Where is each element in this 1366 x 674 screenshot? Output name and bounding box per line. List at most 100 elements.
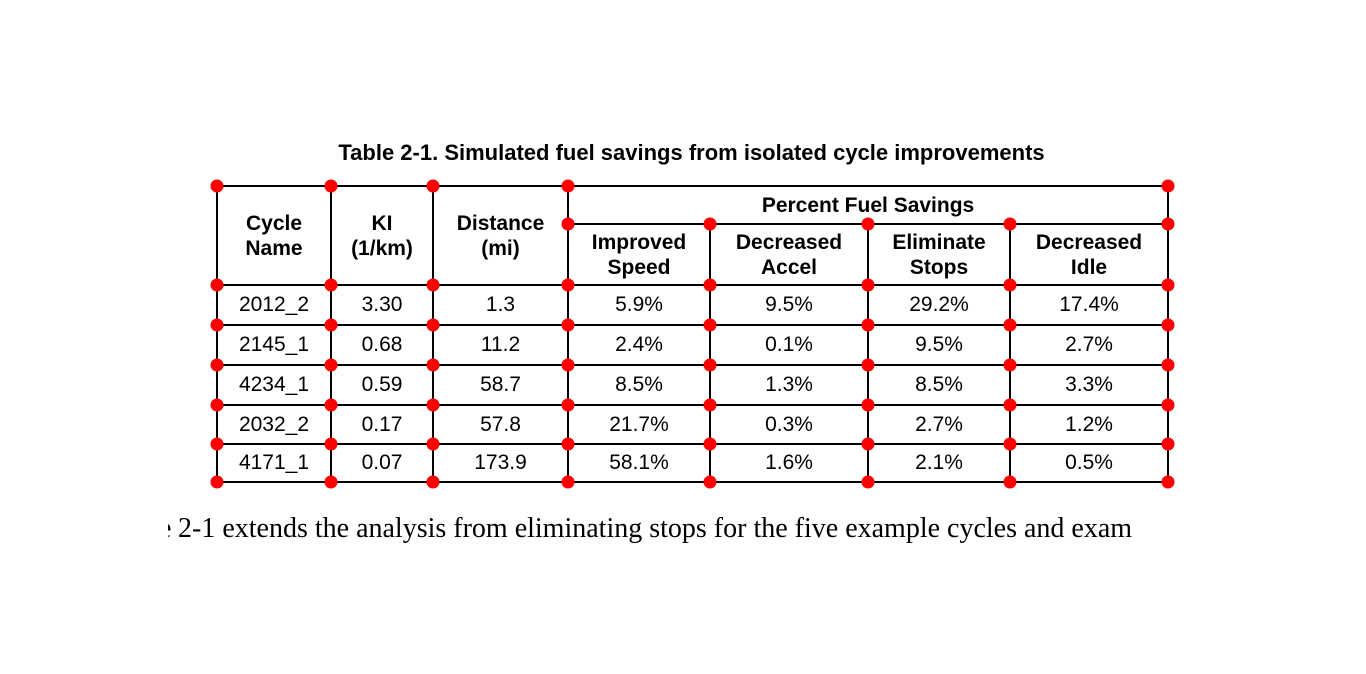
annotation-dot[interactable] [426,318,440,332]
cell-decreased-accel: 0.3% [709,404,869,445]
cell-decreased-idle: 1.2% [1008,404,1170,445]
sub-header-decreased-accel: Decreased Accel [709,223,869,286]
cell-decreased-idle: 0.5% [1008,443,1170,483]
cell-decreased-accel: 1.3% [709,364,869,406]
cell-cycle-name: 2032_2 [216,404,332,445]
annotation-dot[interactable] [561,217,575,231]
table-row: 2012_2 3.30 1.3 5.9% 9.5% 29.2% 17.4% [216,284,1170,326]
cell-decreased-accel: 1.6% [709,443,869,483]
annotation-dot[interactable] [1003,217,1017,231]
annotation-dot[interactable] [861,398,875,412]
table-row: 4171_1 0.07 173.9 58.1% 1.6% 2.1% 0.5% [216,443,1170,483]
caption-line-text: 2-1 extends the analysis from eliminatin… [178,513,1133,544]
annotation-dot[interactable] [861,318,875,332]
annotation-dot[interactable] [703,318,717,332]
cell-eliminate-stops: 2.7% [867,404,1011,445]
annotation-dot[interactable] [1161,475,1175,489]
fuel-savings-table: Cycle Name KI (1/km) Distance (mi) Perce… [216,185,1170,483]
col-header-ki: KI (1/km) [330,185,434,286]
annotation-dot[interactable] [561,179,575,193]
annotation-dot[interactable] [861,475,875,489]
annotation-dot[interactable] [1003,278,1017,292]
annotation-dot[interactable] [861,278,875,292]
cell-cycle-name: 2145_1 [216,324,332,366]
annotation-dot[interactable] [861,217,875,231]
cell-improved-speed: 8.5% [567,364,711,406]
annotation-dot[interactable] [324,278,338,292]
cell-improved-speed: 2.4% [567,324,711,366]
annotation-dot[interactable] [1161,217,1175,231]
annotation-dot[interactable] [703,278,717,292]
cell-decreased-idle: 17.4% [1008,284,1170,326]
annotation-dot[interactable] [1003,318,1017,332]
annotation-dot[interactable] [561,437,575,451]
annotation-dot[interactable] [324,318,338,332]
annotation-dot[interactable] [324,179,338,193]
annotation-dot[interactable] [210,318,224,332]
cell-ki: 0.59 [330,364,434,406]
header-row-sub: Improved Speed Decreased Accel Eliminate… [217,223,1170,286]
cell-decreased-accel: 0.1% [709,324,869,366]
annotation-dot[interactable] [1003,475,1017,489]
annotation-dot[interactable] [324,398,338,412]
annotation-dot[interactable] [1161,437,1175,451]
annotation-dot[interactable] [1003,358,1017,372]
annotation-dot[interactable] [561,398,575,412]
annotation-dot[interactable] [703,437,717,451]
annotation-dot[interactable] [426,358,440,372]
annotation-dot[interactable] [1161,358,1175,372]
col-header-cycle-name: Cycle Name [216,185,332,286]
annotation-dot[interactable] [426,278,440,292]
annotation-dot[interactable] [1161,398,1175,412]
annotation-dot[interactable] [426,398,440,412]
cell-distance: 173.9 [432,443,569,483]
annotation-dot[interactable] [210,358,224,372]
cell-eliminate-stops: 29.2% [867,284,1011,326]
sub-header-eliminate-stops: Eliminate Stops [867,223,1011,286]
cell-ki: 3.30 [330,284,434,326]
annotation-dot[interactable] [703,358,717,372]
cell-eliminate-stops: 2.1% [867,443,1011,483]
annotation-dot[interactable] [210,179,224,193]
annotation-dot[interactable] [324,437,338,451]
annotation-dot[interactable] [426,475,440,489]
cell-cycle-name: 4171_1 [216,443,332,483]
col-header-distance: Distance (mi) [432,185,569,286]
annotation-dot[interactable] [703,217,717,231]
table-title: Table 2-1. Simulated fuel savings from i… [338,140,1045,165]
annotation-dot[interactable] [210,398,224,412]
annotation-dot[interactable] [1161,278,1175,292]
annotation-dot[interactable] [210,278,224,292]
cell-decreased-idle: 3.3% [1008,364,1170,406]
annotation-dot[interactable] [703,398,717,412]
annotation-dot[interactable] [561,278,575,292]
cell-improved-speed: 58.1% [567,443,711,483]
cell-distance: 58.7 [432,364,569,406]
annotation-dot[interactable] [703,475,717,489]
annotation-dot[interactable] [561,318,575,332]
table-row: 4234_1 0.59 58.7 8.5% 1.3% 8.5% 3.3% [216,364,1170,406]
sub-header-decreased-idle: Decreased Idle [1008,223,1170,286]
cell-eliminate-stops: 8.5% [867,364,1011,406]
table-row: 2032_2 0.17 57.8 21.7% 0.3% 2.7% 1.2% [216,404,1170,445]
annotation-dot[interactable] [561,475,575,489]
annotation-dot[interactable] [1003,437,1017,451]
annotation-dot[interactable] [1161,179,1175,193]
cell-cycle-name: 2012_2 [216,284,332,326]
annotation-dot[interactable] [426,437,440,451]
annotation-dot[interactable] [861,358,875,372]
cell-improved-speed: 5.9% [567,284,711,326]
annotation-dot[interactable] [324,475,338,489]
annotation-dot[interactable] [426,179,440,193]
annotation-dot[interactable] [861,437,875,451]
annotation-dot[interactable] [210,475,224,489]
annotation-dot[interactable] [1161,318,1175,332]
annotation-dot[interactable] [561,358,575,372]
annotation-dot[interactable] [210,437,224,451]
annotation-dot[interactable] [1003,398,1017,412]
annotation-dot[interactable] [324,358,338,372]
header-row-group: Cycle Name KI (1/km) Distance (mi) Perce… [216,185,1170,286]
cell-distance: 1.3 [432,284,569,326]
